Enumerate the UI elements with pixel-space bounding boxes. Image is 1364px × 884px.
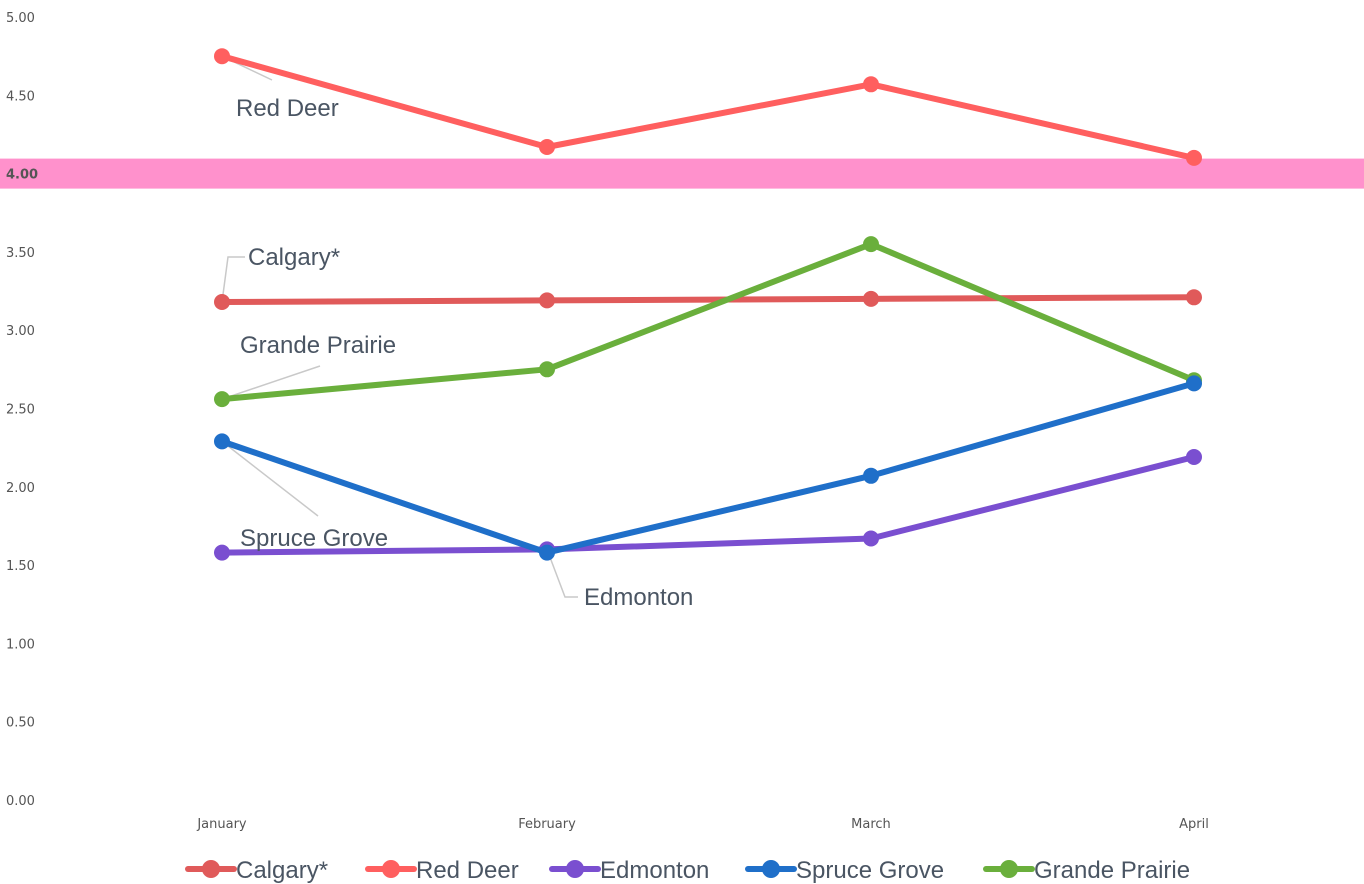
series-grande-prairie bbox=[214, 236, 1202, 408]
legend-item: Grande Prairie bbox=[983, 857, 1190, 884]
y-tick-label: 2.00 bbox=[6, 481, 35, 496]
legend-swatch-marker bbox=[566, 860, 584, 878]
data-point bbox=[1186, 289, 1202, 306]
series-calgary bbox=[214, 289, 1202, 310]
data-point bbox=[1186, 149, 1202, 166]
data-point bbox=[1186, 449, 1202, 465]
highlight-layer bbox=[0, 158, 1364, 189]
y-tick-label: 2.50 bbox=[6, 403, 35, 418]
legend-swatch-marker bbox=[202, 860, 220, 878]
annotation-leaders bbox=[221, 55, 578, 598]
x-tick-label: April bbox=[1179, 817, 1209, 832]
y-tick-label: 4.00 bbox=[6, 168, 38, 183]
data-point bbox=[863, 76, 879, 93]
annotations: Red Deer Calgary* Grande Prairie Spruce Gro… bbox=[236, 95, 693, 611]
legend-label: Spruce Grove bbox=[796, 857, 944, 884]
legend-label: Edmonton bbox=[600, 857, 709, 884]
annotation-label: Edmonton bbox=[584, 584, 693, 611]
series-line bbox=[219, 454, 1197, 556]
data-point bbox=[539, 292, 555, 309]
y-tick-label: 3.00 bbox=[6, 324, 35, 339]
legend: Calgary* Red Deer Edmonton Spruce Grove Gran… bbox=[185, 857, 1190, 884]
highlight-band bbox=[0, 158, 1364, 189]
annotation-leader bbox=[221, 256, 245, 303]
data-point bbox=[214, 391, 230, 408]
y-tick-label: 4.50 bbox=[6, 89, 35, 104]
legend-swatch-marker bbox=[1000, 860, 1018, 878]
data-point bbox=[214, 48, 230, 65]
series-spruce-grove bbox=[214, 375, 1202, 561]
y-tick-label: 1.50 bbox=[6, 559, 35, 574]
data-point bbox=[214, 433, 230, 450]
data-point bbox=[1186, 375, 1202, 392]
legend-item: Calgary* bbox=[185, 857, 328, 884]
legend-item: Red Deer bbox=[365, 857, 519, 884]
y-tick-label: 5.00 bbox=[6, 11, 35, 26]
data-point bbox=[863, 467, 879, 484]
x-axis: January February March April bbox=[196, 817, 1209, 832]
y-tick-label: 0.50 bbox=[6, 716, 35, 731]
legend-swatch-marker bbox=[382, 860, 400, 878]
data-point bbox=[539, 139, 555, 155]
series-red-deer bbox=[214, 48, 1202, 166]
annotation-leader bbox=[546, 549, 578, 598]
annotation-label: Calgary* bbox=[248, 244, 340, 271]
series-edmonton bbox=[214, 449, 1202, 561]
data-point bbox=[539, 544, 555, 561]
data-point bbox=[214, 544, 230, 561]
y-tick-label: 0.00 bbox=[6, 794, 35, 809]
legend-label: Calgary* bbox=[236, 857, 328, 884]
data-point bbox=[863, 290, 879, 307]
y-tick-label: 1.00 bbox=[6, 637, 35, 652]
x-tick-label: January bbox=[196, 817, 247, 832]
series-line bbox=[219, 241, 1197, 403]
data-point bbox=[863, 530, 879, 547]
data-point bbox=[214, 294, 230, 310]
data-point bbox=[863, 236, 879, 253]
y-axis: 0.00 0.50 1.00 1.50 2.00 2.50 3.00 3.50 4.00 4.50… bbox=[6, 11, 38, 809]
legend-item: Spruce Grove bbox=[745, 857, 944, 884]
series-line bbox=[219, 53, 1197, 161]
annotation-label: Grande Prairie bbox=[240, 332, 396, 359]
y-tick-label: 3.50 bbox=[6, 246, 35, 261]
series-line bbox=[219, 294, 1197, 305]
legend-swatch-marker bbox=[762, 860, 780, 878]
annotation-label: Spruce Grove bbox=[240, 525, 388, 552]
series-line bbox=[219, 380, 1197, 556]
annotation-leader bbox=[221, 365, 321, 400]
x-tick-label: March bbox=[851, 817, 891, 832]
legend-label: Red Deer bbox=[416, 857, 519, 884]
annotation-label: Red Deer bbox=[236, 95, 339, 122]
legend-label: Grande Prairie bbox=[1034, 857, 1190, 884]
legend-item: Edmonton bbox=[549, 857, 709, 884]
x-tick-label: February bbox=[518, 817, 576, 832]
series-layer bbox=[214, 48, 1202, 561]
annotation-leader bbox=[221, 440, 319, 517]
data-point bbox=[539, 361, 555, 378]
